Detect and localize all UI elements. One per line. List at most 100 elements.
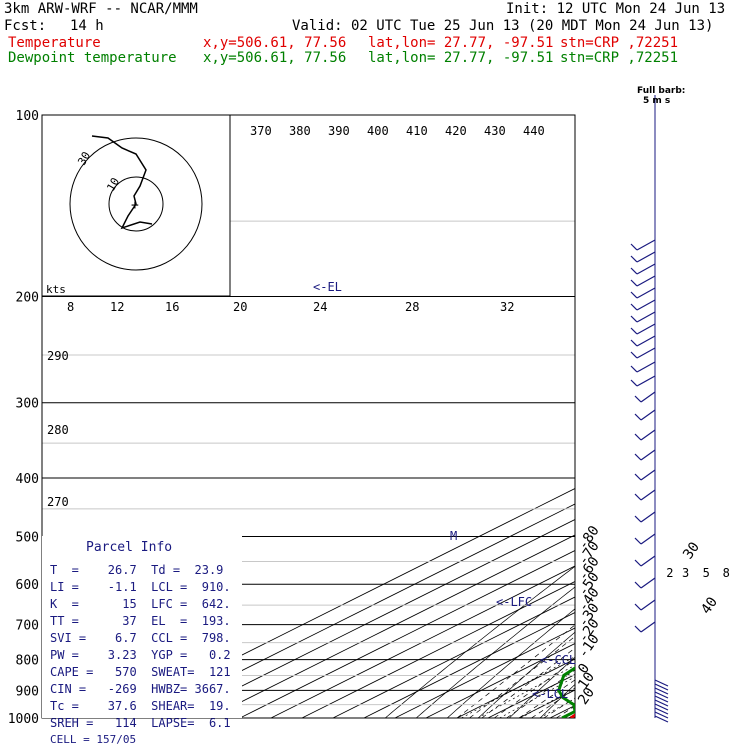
lfc-marker: <-LFC [496,595,532,609]
wind-barb-flag [631,292,637,298]
isotherm-line [240,115,740,718]
dry-adiabat [685,87,740,730]
lcl-marker: <-LCL [532,687,568,701]
wind-barb [637,348,655,358]
isotherm-line [178,115,740,718]
parcel-info-row: CELL = 157/05 [50,734,136,746]
theta-top-label: 410 [406,124,428,138]
wind-barb-flag [631,316,637,322]
theta-left-label: 270 [47,495,69,509]
wind-barb [641,392,655,402]
wind-barb-flag [631,328,637,334]
theta-e-label: 28 [405,300,419,314]
wind-barb-flag [635,626,641,632]
pressure-label: 1000 [8,712,39,727]
pressure-label: 900 [16,684,39,699]
dry-adiabat [464,87,740,730]
theta-top-label: 390 [328,124,350,138]
moist-adiabat [507,221,740,718]
isotherm-line [581,115,740,718]
pressure-label: 300 [16,397,39,412]
moist-adiabat [482,221,740,718]
wind-barb-flag [631,380,637,386]
dry-adiabat [653,87,740,730]
barb-legend-line2: 5 m s [643,96,670,106]
parcel-info-row: TT = 37 EL = 193. [50,615,231,627]
theta-e-label: 24 [313,300,327,314]
wind-barbs: Full barb: 5 m s [631,86,685,722]
parcel-info-row: CIN = -269 HWBZ= 3667. [50,683,231,695]
wind-barb [641,430,655,440]
hodograph-units: kts [46,283,66,296]
dry-adiabat [590,87,740,730]
theta-top-label: 370 [250,124,272,138]
theta-top-label: 380 [289,124,311,138]
el-marker: <-EL [313,280,342,294]
wind-barb [641,556,655,566]
theta-left-label: 280 [47,423,69,437]
pressure-label: 100 [16,109,39,124]
wind-barb [641,410,655,420]
pressure-label: 400 [16,472,39,487]
parcel-info-row: T = 26.7 Td = 23.9 [50,564,223,576]
hodograph-marker: + [131,198,139,213]
pressure-label: 700 [16,619,39,634]
wind-barb-flag [635,560,641,566]
wind-barb-flag [635,604,641,610]
pressure-label: 200 [16,291,39,306]
dry-adiabat [622,87,740,730]
wind-barb [641,450,655,460]
barb-legend-line1: Full barb: [637,86,685,96]
dry-adiabat [370,87,740,730]
isotherm-line [271,115,740,718]
wind-barb-flag [631,366,637,372]
theta-top-label: 440 [523,124,545,138]
wind-barb-flag [631,352,637,358]
wind-barb [641,470,655,480]
wind-barb-flag [631,340,637,346]
mixing-ratio-label: 5 [703,566,710,580]
wind-barb-flag [635,414,641,420]
isotherm-line [302,115,740,718]
isotherm-line [488,115,740,718]
wind-barb-flag [635,582,641,588]
wind-barb [641,490,655,500]
dry-adiabat [402,87,740,730]
theta-top-label: 400 [367,124,389,138]
theta-left-label: 290 [47,349,69,363]
wind-barb [637,252,655,262]
wind-barb [641,622,655,632]
dry-adiabat [527,87,740,730]
m-marker: M [450,529,457,543]
moist-adiabat [581,221,740,718]
theta-e-label: 20 [233,300,247,314]
mixing-ratio-label: 8 [723,566,730,580]
wind-barb-flag [631,280,637,286]
isotherm-line [395,115,740,718]
wind-barb [641,534,655,544]
wind-barb-flag [635,396,641,402]
isotherm-line [643,115,740,718]
moist-adiabat [531,221,740,718]
wind-barb [641,578,655,588]
parcel-info-row: SREH = 114 LAPSE= 6.1 [50,717,231,729]
theta-e-label: 8 [67,300,74,314]
isotherm-label: 20 [575,685,598,708]
theta-e-label: 12 [110,300,124,314]
isotherm-label: 40 [698,594,721,617]
wind-barb [641,600,655,610]
isotherm-line [333,115,740,718]
wind-barb [637,240,655,250]
parcel-info-row: K = 15 LFC = 642. [50,598,231,610]
theta-e-label: 32 [500,300,514,314]
wind-barb-flag [635,494,641,500]
wind-barb-flag [631,256,637,262]
isotherm-line [209,115,740,718]
parcel-info-row: PW = 3.23 YGP = 0.2 [50,649,231,661]
pressure-label: 600 [16,578,39,593]
wind-barb-flag [631,244,637,250]
isotherm-label: 30 [680,539,703,562]
wind-barb [637,312,655,322]
